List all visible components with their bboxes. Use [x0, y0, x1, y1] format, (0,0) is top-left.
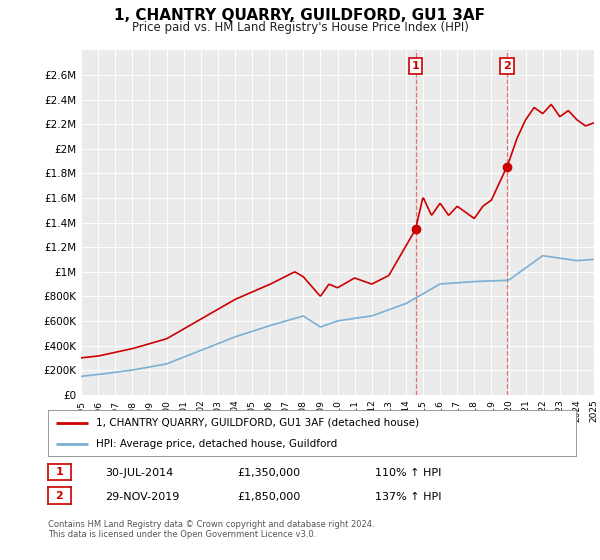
Text: 2: 2 [56, 491, 63, 501]
Text: Price paid vs. HM Land Registry's House Price Index (HPI): Price paid vs. HM Land Registry's House … [131, 21, 469, 34]
Text: 110% ↑ HPI: 110% ↑ HPI [375, 468, 442, 478]
Text: 1, CHANTRY QUARRY, GUILDFORD, GU1 3AF: 1, CHANTRY QUARRY, GUILDFORD, GU1 3AF [115, 8, 485, 24]
Text: 1: 1 [412, 61, 419, 71]
Text: 137% ↑ HPI: 137% ↑ HPI [375, 492, 442, 502]
Text: 1: 1 [56, 467, 63, 477]
Text: HPI: Average price, detached house, Guildford: HPI: Average price, detached house, Guil… [95, 439, 337, 449]
Text: 29-NOV-2019: 29-NOV-2019 [105, 492, 179, 502]
Text: 1, CHANTRY QUARRY, GUILDFORD, GU1 3AF (detached house): 1, CHANTRY QUARRY, GUILDFORD, GU1 3AF (d… [95, 418, 419, 428]
Text: Contains HM Land Registry data © Crown copyright and database right 2024.
This d: Contains HM Land Registry data © Crown c… [48, 520, 374, 539]
Text: 2: 2 [503, 61, 511, 71]
Text: £1,850,000: £1,850,000 [237, 492, 300, 502]
Text: 30-JUL-2014: 30-JUL-2014 [105, 468, 173, 478]
Text: £1,350,000: £1,350,000 [237, 468, 300, 478]
